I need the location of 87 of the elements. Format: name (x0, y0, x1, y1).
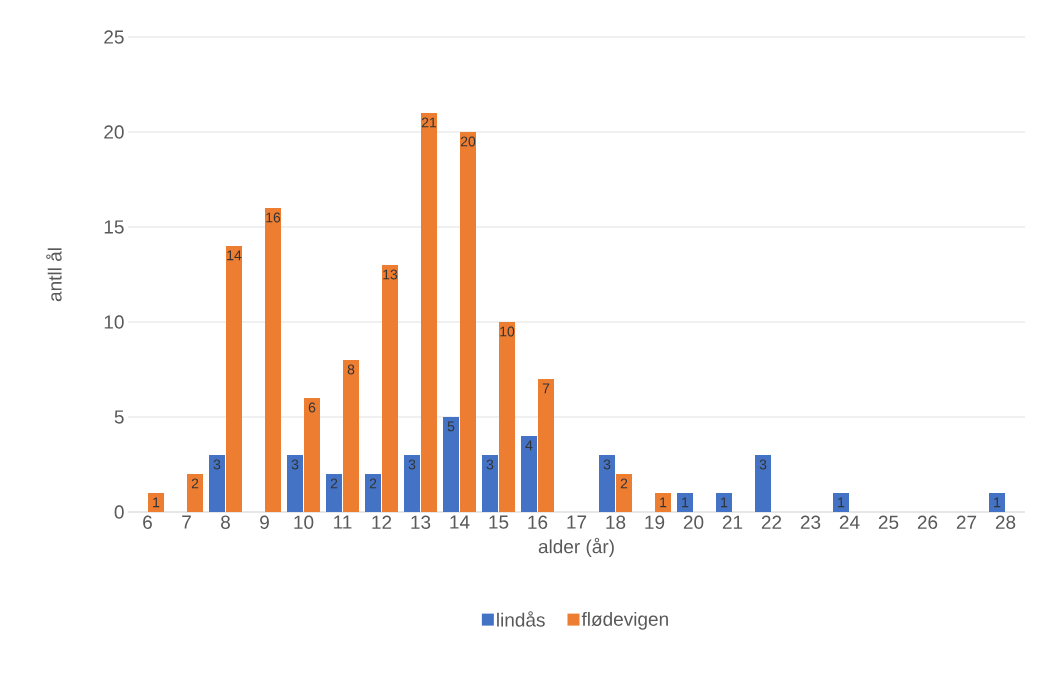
x-tick-label: 22 (761, 515, 782, 529)
bar (755, 455, 772, 512)
data-label: 2 (191, 478, 199, 489)
bar (421, 113, 437, 512)
data-label: 1 (721, 497, 728, 508)
bar (716, 493, 733, 512)
data-label: 3 (291, 459, 299, 470)
data-label: 5 (447, 421, 455, 432)
y-tick-label: 20 (104, 125, 124, 139)
y-axis-title: antll ål (46, 248, 62, 302)
bar (343, 360, 360, 512)
bar (989, 493, 1006, 512)
x-axis-title: alder (år) (538, 537, 614, 558)
data-label: 3 (408, 459, 416, 470)
data-label: 1 (682, 497, 689, 508)
bar (326, 474, 342, 512)
bar (187, 474, 203, 512)
data-label: 7 (542, 383, 550, 394)
bar (287, 455, 303, 512)
data-label: 3 (759, 459, 767, 470)
x-tick-label: 28 (995, 515, 1016, 529)
x-tick-label: 14 (450, 515, 470, 529)
x-tick-label: 23 (800, 515, 821, 529)
bar (382, 265, 398, 512)
bar (460, 132, 476, 512)
x-tick-label: 6 (143, 515, 152, 529)
data-label: 4 (525, 440, 533, 451)
y-tick-label: 0 (114, 505, 124, 519)
data-label: 3 (213, 459, 221, 470)
x-tick-label: 12 (372, 515, 392, 529)
data-label: 10 (500, 326, 515, 337)
x-tick-label: 27 (956, 515, 977, 529)
legend-label: flødevigen (581, 611, 668, 630)
data-label: 1 (660, 497, 667, 508)
x-tick-label: 10 (294, 515, 314, 529)
data-label: 3 (603, 459, 611, 470)
data-label: 3 (486, 459, 494, 470)
bar (482, 455, 499, 512)
data-label: 2 (330, 478, 338, 489)
y-tick-label: 5 (114, 410, 124, 424)
y-tick-label: 10 (104, 315, 124, 329)
bar (404, 455, 420, 512)
bar (538, 379, 555, 512)
bar (443, 417, 459, 512)
data-label: 16 (266, 212, 281, 223)
bar (655, 493, 672, 512)
x-tick-label: 11 (334, 515, 352, 529)
y-tick-label: 15 (104, 220, 124, 234)
x-tick-label: 25 (878, 515, 899, 529)
data-label: 2 (620, 478, 628, 489)
x-tick-label: 7 (182, 515, 191, 529)
x-tick-label: 18 (606, 515, 626, 529)
x-tick-label: 13 (411, 515, 431, 529)
x-tick-label: 16 (528, 515, 548, 529)
data-label: 14 (227, 250, 242, 261)
bar (833, 493, 850, 512)
bar (265, 208, 281, 512)
data-label: 13 (383, 269, 398, 280)
x-tick-label: 24 (839, 515, 860, 529)
bar (365, 474, 382, 512)
bar (599, 455, 616, 512)
legend-label: lindås (497, 611, 545, 627)
x-tick-label: 8 (221, 515, 230, 529)
data-label: 21 (421, 117, 437, 128)
x-tick-label: 26 (917, 515, 938, 529)
data-label: 8 (347, 364, 355, 375)
x-tick-label: 19 (645, 515, 665, 529)
data-label: 1 (153, 497, 160, 508)
bar (499, 322, 516, 512)
x-tick-label: 15 (489, 515, 509, 529)
data-label: 1 (994, 497, 1001, 508)
bar (226, 246, 242, 512)
bar (209, 455, 225, 512)
bar (148, 493, 164, 512)
x-tick-label: 9 (260, 515, 269, 529)
data-label: 20 (460, 136, 476, 147)
x-tick-label: 21 (722, 515, 743, 529)
bar (521, 436, 538, 512)
data-label: 6 (308, 402, 316, 413)
data-label: 1 (838, 497, 845, 508)
x-tick-label: 20 (683, 515, 704, 529)
bar (304, 398, 320, 512)
bar (677, 493, 694, 512)
bar (616, 474, 633, 512)
y-tick-label: 25 (104, 30, 124, 44)
data-label: 2 (369, 478, 377, 489)
x-tick-label: 17 (567, 515, 587, 529)
